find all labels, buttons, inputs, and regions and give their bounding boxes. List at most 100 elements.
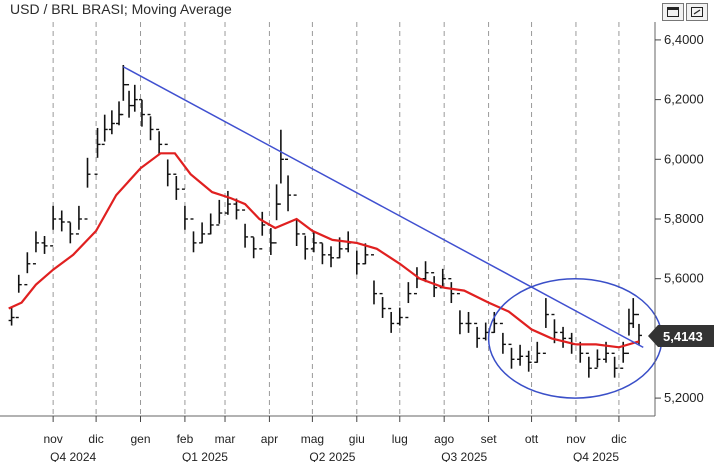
x-axis-quarters: Q4 2024 Q1 2025 Q2 2025 Q3 2025 Q4 2025 (50, 450, 619, 462)
last-value-label-bg (648, 325, 714, 347)
x-tick-label: set (481, 432, 498, 446)
price-bar (67, 221, 74, 244)
price-bar (285, 158, 292, 212)
grid (52, 22, 620, 416)
moving-average-line (8, 152, 640, 349)
maximize-icon (667, 7, 679, 17)
price-bar (41, 236, 48, 254)
price-bar (422, 261, 429, 283)
price-bar (156, 128, 163, 156)
price-bar (611, 352, 618, 378)
x-tick-label: dic (611, 432, 626, 446)
price-series (8, 64, 642, 378)
price-bar (379, 292, 386, 318)
quarter-label: Q4 2025 (573, 450, 619, 462)
price-bar (310, 231, 317, 253)
price-bar (233, 198, 240, 220)
price-bar (439, 268, 446, 289)
y-tick-label: 5,6000 (664, 271, 704, 286)
y-axis: 6,40006,20006,00005,80005,60005,40005,20… (655, 32, 704, 405)
price-bar (126, 83, 133, 118)
price-bar (32, 231, 39, 265)
x-tick-label: mag (301, 432, 324, 446)
x-tick-label: lug (392, 432, 408, 446)
price-bar (302, 233, 309, 260)
price-bar (474, 322, 481, 348)
x-tick-label: apr (261, 432, 278, 446)
x-tick-label: mar (215, 432, 236, 446)
price-bar (116, 101, 123, 126)
price-bar (147, 113, 154, 141)
price-bar (101, 114, 108, 146)
quarter-label: Q4 2024 (50, 450, 96, 462)
y-tick-label: 5,8000 (664, 211, 704, 226)
y-tick-label: 6,2000 (664, 92, 704, 107)
price-bar (250, 236, 257, 259)
price-bar (396, 307, 403, 326)
maximize-button[interactable] (662, 3, 684, 21)
price-bar (517, 344, 524, 366)
price-bar (277, 129, 284, 205)
price-bar (108, 110, 115, 135)
price-bar (259, 211, 266, 250)
price-bar (370, 254, 377, 305)
quarter-label: Q2 2025 (309, 450, 355, 462)
price-bar (534, 341, 541, 363)
price-bar (84, 157, 91, 220)
x-axis-months: nov dic gen feb mar apr mag giu lug ago set ott nov d… (43, 416, 627, 446)
price-bar (199, 222, 206, 244)
price-bar (24, 252, 31, 286)
quarter-label: Q1 2025 (182, 450, 228, 462)
price-bar (560, 326, 567, 348)
price-bar (319, 242, 326, 265)
price-bar (207, 213, 214, 235)
x-tick-label: giu (349, 432, 365, 446)
price-bar (585, 352, 592, 378)
price-bar (630, 298, 637, 328)
price-bar (190, 218, 197, 253)
quarter-label: Q3 2025 (441, 450, 487, 462)
price-bar (131, 84, 138, 112)
price-bar (173, 173, 180, 200)
x-tick-label: dic (88, 432, 103, 446)
price-bar (491, 311, 498, 334)
chart-title: USD / BRL BRASI; Moving Average (10, 1, 232, 17)
y-tick-label: 5,2000 (664, 390, 704, 405)
price-bar (216, 199, 223, 226)
price-bar (508, 343, 515, 369)
last-value-label: 5,4143 (648, 325, 714, 347)
price-bar (267, 224, 274, 255)
price-bar (625, 308, 632, 355)
settings-button[interactable] (686, 3, 708, 21)
price-bar (138, 98, 145, 127)
highlight-ellipse (487, 277, 663, 399)
price-bar (542, 298, 549, 355)
x-tick-label: nov (566, 432, 585, 446)
price-bar (224, 190, 231, 215)
price-bar (293, 194, 300, 247)
price-bar (635, 313, 642, 345)
trendline (122, 66, 644, 349)
settings-icon (691, 7, 703, 17)
price-bar (413, 267, 420, 295)
price-bar (75, 205, 82, 235)
x-tick-label: ott (525, 432, 539, 446)
price-bar (50, 205, 57, 247)
x-tick-label: ago (434, 432, 454, 446)
price-bar (405, 282, 412, 319)
price-bar (164, 143, 171, 187)
y-tick-label: 6,0000 (664, 151, 704, 166)
price-bar (362, 243, 369, 265)
price-bar (525, 350, 532, 372)
last-value-text: 5,4143 (663, 329, 703, 344)
price-bar (273, 184, 280, 244)
price-bar (388, 307, 395, 333)
price-bar (465, 311, 472, 333)
price-bar (242, 209, 249, 248)
window-buttons (662, 3, 714, 21)
price-bar (499, 322, 506, 354)
price-bar (448, 277, 455, 304)
price-bar (482, 322, 489, 341)
price-bar (94, 127, 101, 175)
